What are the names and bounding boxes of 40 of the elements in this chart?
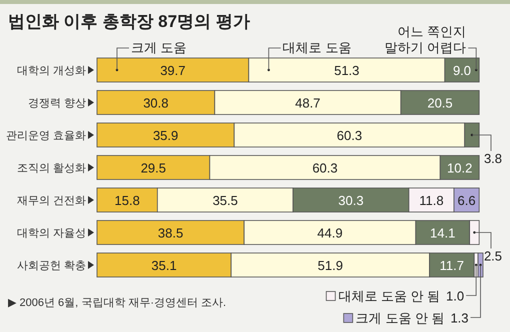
series-label: 크게 도움 [131,40,187,55]
data-label: 44.9 [317,226,343,240]
data-label: 20.5 [427,96,453,110]
y-tick-label: 대학의 개성화 [16,65,86,77]
y-tick-label: 재무의 건전화 [16,195,86,207]
y-tick-label: 사회공헌 확충 [16,260,86,272]
data-label: 51.3 [334,63,360,78]
y-tick-label: 조직의 활성화 [16,162,86,174]
data-label: 60.3 [336,128,362,143]
y-tick-label: 관리운영 효율화 [6,130,86,142]
series-label: 대체로 도움 [282,40,352,55]
data-label: 11.8 [419,193,444,208]
data-label: 38.5 [158,226,184,240]
data-label: 48.7 [295,96,320,110]
series-label: 어느 쪽인지 말하기 어렵다 [384,24,466,55]
chart-title: 법인화 이후 총학장 87명의 평가 [8,12,250,31]
legend-label: 대체로 도움 안 됨 [338,288,440,304]
data-label: 1.3 [450,310,469,326]
data-label: 30.8 [143,96,169,110]
data-label: 2.5 [484,248,502,264]
data-label: 10.2 [447,160,472,176]
data-label: 29.5 [140,160,166,176]
data-label: 35.5 [212,193,238,208]
data-label: 9.0 [452,63,472,78]
data-label: 35.1 [151,258,177,273]
data-label: 6.6 [458,193,476,208]
data-label: 11.7 [440,258,464,273]
data-label: 15.8 [114,193,140,208]
data-label: 3.8 [484,151,502,166]
data-label: 30.3 [338,193,364,208]
data-label: 51.9 [318,258,343,273]
data-label: 14.1 [430,226,456,240]
data-label: 60.3 [312,160,338,176]
data-label: 35.9 [152,128,178,143]
data-label: 1.0 [446,288,464,304]
legend-label: 크게 도움 안 됨 [356,310,445,326]
y-tick-label: 대학의 자율성 [16,228,86,240]
data-label: 39.7 [160,63,186,78]
y-tick-label: 경쟁력 향상 [28,98,86,110]
text: ▶ 2006년 6월, 국립대학 재무·경영센터 조사. [8,297,226,309]
